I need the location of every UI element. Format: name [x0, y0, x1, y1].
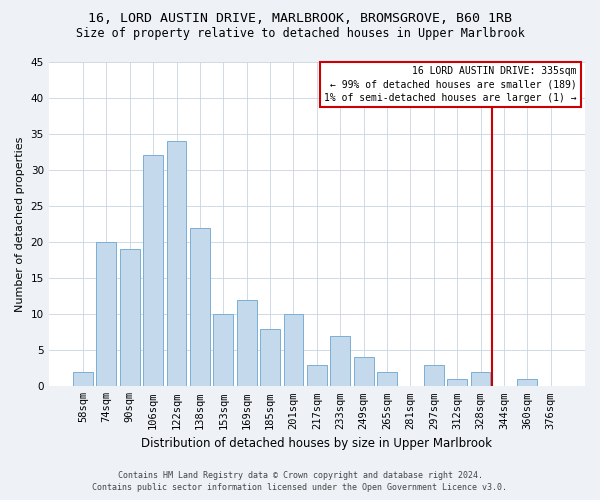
Bar: [143, 156, 163, 386]
Bar: [260, 328, 280, 386]
Bar: [377, 372, 397, 386]
Bar: [237, 300, 257, 386]
Bar: [284, 314, 304, 386]
Text: 16, LORD AUSTIN DRIVE, MARLBROOK, BROMSGROVE, B60 1RB: 16, LORD AUSTIN DRIVE, MARLBROOK, BROMSG…: [88, 12, 512, 26]
Bar: [470, 372, 490, 386]
Bar: [307, 364, 327, 386]
Text: 16 LORD AUSTIN DRIVE: 335sqm
← 99% of detached houses are smaller (189)
1% of se: 16 LORD AUSTIN DRIVE: 335sqm ← 99% of de…: [325, 66, 577, 103]
Bar: [120, 249, 140, 386]
Bar: [517, 379, 537, 386]
Bar: [353, 358, 374, 386]
Bar: [190, 228, 210, 386]
Bar: [424, 364, 443, 386]
Bar: [447, 379, 467, 386]
Bar: [97, 242, 116, 386]
Text: Contains HM Land Registry data © Crown copyright and database right 2024.
Contai: Contains HM Land Registry data © Crown c…: [92, 471, 508, 492]
Y-axis label: Number of detached properties: Number of detached properties: [15, 136, 25, 312]
X-axis label: Distribution of detached houses by size in Upper Marlbrook: Distribution of detached houses by size …: [142, 437, 493, 450]
Bar: [214, 314, 233, 386]
Bar: [167, 141, 187, 386]
Bar: [330, 336, 350, 386]
Text: Size of property relative to detached houses in Upper Marlbrook: Size of property relative to detached ho…: [76, 28, 524, 40]
Bar: [73, 372, 93, 386]
